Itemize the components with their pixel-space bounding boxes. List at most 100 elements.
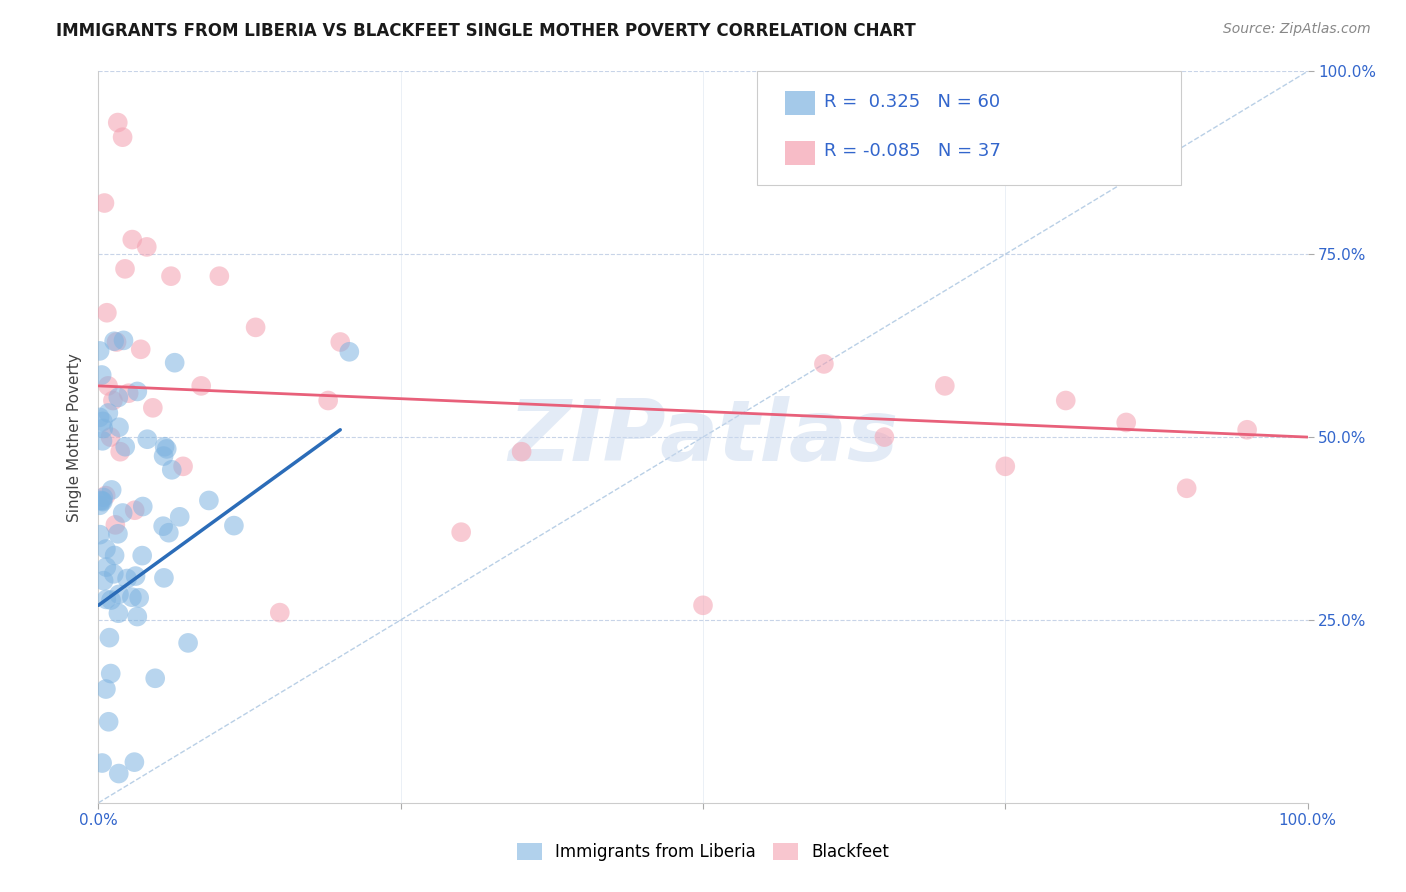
Immigrants from Liberia: [115, 572, 138, 586]
Immigrants from Liberia: [152, 519, 174, 533]
Blackfeet: [101, 393, 124, 408]
Blackfeet: [1175, 481, 1198, 495]
Immigrants from Liberia: [98, 631, 121, 645]
Immigrants from Liberia: [112, 334, 135, 348]
Immigrants from Liberia: [91, 491, 114, 505]
Blackfeet: [329, 334, 352, 349]
Immigrants from Liberia: [198, 493, 221, 508]
FancyBboxPatch shape: [758, 71, 1181, 185]
Immigrants from Liberia: [100, 593, 122, 607]
Immigrants from Liberia: [89, 410, 111, 425]
Immigrants from Liberia: [160, 463, 183, 477]
Immigrants from Liberia: [94, 681, 117, 696]
Text: R = -0.085   N = 37: R = -0.085 N = 37: [824, 143, 1001, 161]
Blackfeet: [316, 393, 339, 408]
Immigrants from Liberia: [107, 766, 129, 780]
Immigrants from Liberia: [91, 756, 114, 770]
Blackfeet: [111, 130, 134, 145]
Immigrants from Liberia: [104, 549, 127, 563]
Blackfeet: [692, 599, 714, 613]
Blackfeet: [118, 386, 141, 401]
Blackfeet: [1054, 393, 1077, 408]
Immigrants from Liberia: [153, 571, 176, 585]
Immigrants from Liberia: [222, 518, 245, 533]
Immigrants from Liberia: [96, 560, 118, 574]
Blackfeet: [135, 240, 157, 254]
Blackfeet: [994, 459, 1017, 474]
Blackfeet: [450, 525, 472, 540]
Immigrants from Liberia: [177, 636, 200, 650]
Immigrants from Liberia: [89, 527, 111, 541]
Immigrants from Liberia: [143, 671, 166, 685]
Blackfeet: [108, 444, 131, 458]
Immigrants from Liberia: [152, 449, 174, 463]
Blackfeet: [121, 233, 143, 247]
Blackfeet: [107, 115, 129, 129]
Blackfeet: [96, 306, 118, 320]
Immigrants from Liberia: [114, 440, 136, 454]
Immigrants from Liberia: [90, 493, 112, 508]
Blackfeet: [160, 269, 183, 284]
Text: IMMIGRANTS FROM LIBERIA VS BLACKFEET SINGLE MOTHER POVERTY CORRELATION CHART: IMMIGRANTS FROM LIBERIA VS BLACKFEET SIN…: [56, 22, 915, 40]
Immigrants from Liberia: [157, 525, 180, 540]
Immigrants from Liberia: [127, 384, 149, 399]
Text: Source: ZipAtlas.com: Source: ZipAtlas.com: [1223, 22, 1371, 37]
Blackfeet: [245, 320, 267, 334]
Blackfeet: [208, 269, 231, 284]
Immigrants from Liberia: [91, 414, 114, 428]
Immigrants from Liberia: [89, 343, 111, 358]
Immigrants from Liberia: [97, 406, 120, 420]
Immigrants from Liberia: [121, 591, 143, 605]
Blackfeet: [142, 401, 165, 415]
Immigrants from Liberia: [169, 509, 191, 524]
Blackfeet: [129, 343, 152, 357]
Blackfeet: [104, 517, 127, 532]
Immigrants from Liberia: [93, 574, 115, 588]
Immigrants from Liberia: [131, 549, 153, 563]
FancyBboxPatch shape: [785, 141, 815, 165]
Immigrants from Liberia: [100, 666, 122, 681]
Immigrants from Liberia: [124, 569, 146, 583]
Immigrants from Liberia: [100, 483, 122, 497]
Y-axis label: Single Mother Poverty: Single Mother Poverty: [67, 352, 83, 522]
Blackfeet: [510, 444, 533, 458]
Blackfeet: [269, 606, 291, 620]
Immigrants from Liberia: [94, 542, 117, 557]
Immigrants from Liberia: [111, 506, 134, 520]
Immigrants from Liberia: [337, 344, 360, 359]
Blackfeet: [94, 489, 117, 503]
Blackfeet: [172, 459, 194, 474]
Blackfeet: [190, 379, 212, 393]
Blackfeet: [105, 334, 128, 349]
Blackfeet: [1236, 423, 1258, 437]
Immigrants from Liberia: [124, 755, 146, 769]
Immigrants from Liberia: [89, 498, 111, 512]
Immigrants from Liberia: [103, 566, 125, 581]
Immigrants from Liberia: [156, 442, 179, 456]
Immigrants from Liberia: [107, 606, 129, 620]
Blackfeet: [1115, 416, 1137, 430]
Immigrants from Liberia: [108, 587, 131, 601]
Blackfeet: [114, 261, 136, 276]
Blackfeet: [97, 379, 120, 393]
Immigrants from Liberia: [91, 494, 114, 508]
Blackfeet: [873, 430, 896, 444]
Immigrants from Liberia: [127, 609, 149, 624]
Immigrants from Liberia: [163, 356, 186, 370]
Immigrants from Liberia: [153, 440, 176, 454]
Text: ZIPatlas: ZIPatlas: [508, 395, 898, 479]
Legend: Immigrants from Liberia, Blackfeet: Immigrants from Liberia, Blackfeet: [510, 836, 896, 868]
Immigrants from Liberia: [136, 432, 159, 446]
Blackfeet: [934, 379, 956, 393]
Immigrants from Liberia: [132, 500, 155, 514]
Immigrants from Liberia: [107, 391, 129, 405]
Immigrants from Liberia: [128, 591, 150, 605]
Immigrants from Liberia: [90, 368, 112, 382]
Immigrants from Liberia: [107, 526, 129, 541]
Immigrants from Liberia: [103, 334, 125, 349]
Blackfeet: [100, 430, 122, 444]
Blackfeet: [813, 357, 835, 371]
Immigrants from Liberia: [91, 493, 114, 508]
Immigrants from Liberia: [97, 714, 120, 729]
Text: R =  0.325   N = 60: R = 0.325 N = 60: [824, 94, 1000, 112]
